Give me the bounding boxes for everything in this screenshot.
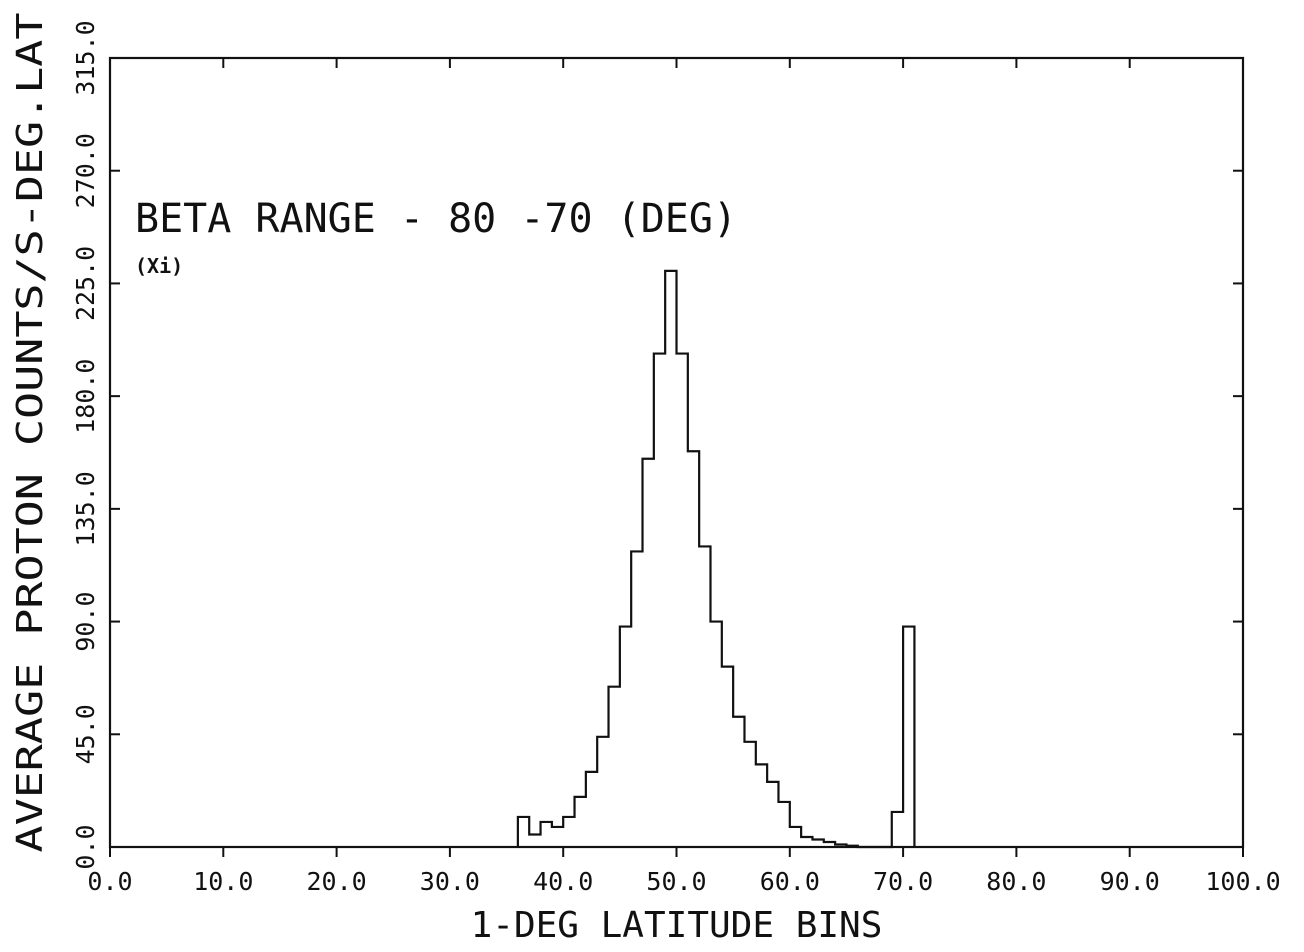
- histogram-bin: [665, 271, 676, 847]
- x-tick-label: 10.0: [193, 867, 253, 896]
- y-tick-label: 180.0: [71, 359, 100, 434]
- histogram-bin: [744, 742, 755, 847]
- histogram-bin: [710, 622, 721, 847]
- x-tick-label: 80.0: [986, 867, 1046, 896]
- x-tick-label: 60.0: [760, 867, 820, 896]
- histogram-bin: [563, 817, 574, 847]
- histogram-bin: [778, 802, 789, 847]
- y-tick-label: 225.0: [71, 246, 100, 321]
- x-tick-label: 20.0: [306, 867, 366, 896]
- histogram-bin: [597, 737, 608, 847]
- histogram-bin: [552, 827, 563, 847]
- histogram-bin: [688, 451, 699, 847]
- y-axis-tick-labels: 0.0 45.0 90.0 135.0 180.0 225.0 270.0 315.0: [71, 20, 100, 869]
- x-axis-ticks: [109, 58, 1244, 857]
- histogram-bin: [790, 827, 801, 847]
- x-tick-label: 30.0: [420, 867, 480, 896]
- plot-frame: [108, 56, 1245, 849]
- y-tick-label: 135.0: [71, 471, 100, 546]
- histogram-bin: [529, 834, 540, 847]
- x-tick-label: 50.0: [646, 867, 706, 896]
- histogram-bin: [620, 627, 631, 847]
- y-axis-title: AVERAGE PROTON COUNTS/S-DEG.LAT: [10, 13, 51, 853]
- histogram-bin: [677, 354, 688, 847]
- histogram-bin: [892, 812, 903, 847]
- histogram-bin: [541, 822, 552, 847]
- y-tick-label: 45.0: [71, 704, 100, 764]
- histogram-bin: [767, 782, 778, 847]
- histogram-bin: [722, 667, 733, 847]
- x-tick-label: 70.0: [873, 867, 933, 896]
- panel-id-annotation: (Xi): [135, 254, 183, 278]
- x-tick-label: 100.0: [1205, 867, 1280, 896]
- histogram-bin: [812, 839, 823, 847]
- histogram-bin: [733, 717, 744, 847]
- histogram-bin: [756, 764, 767, 847]
- histogram-bin: [801, 837, 812, 847]
- histogram-bars: [518, 271, 915, 847]
- histogram-outline: [516, 269, 916, 849]
- histogram-bin: [654, 354, 665, 847]
- y-tick-label: 270.0: [71, 133, 100, 208]
- axes: [108, 56, 1245, 849]
- histogram-bin: [575, 797, 586, 847]
- x-axis-tick-labels: 0.0 10.0 20.0 30.0 40.0 50.0 60.0 70.0 80.0 90.0 1…: [87, 867, 1280, 896]
- y-axis-ticks: [110, 57, 1243, 848]
- histogram-bin: [518, 817, 529, 847]
- y-tick-label: 0.0: [71, 824, 100, 869]
- x-tick-label: 40.0: [533, 867, 593, 896]
- beta-range-annotation: BETA RANGE - 80 -70 (DEG): [135, 196, 737, 242]
- x-tick-label: 0.0: [87, 867, 132, 896]
- histogram-bin: [699, 546, 710, 847]
- histogram-bin: [643, 459, 654, 847]
- histogram-bin: [903, 627, 914, 847]
- y-tick-label: 90.0: [71, 591, 100, 651]
- x-axis-title: 1-DEG LATITUDE BINS: [471, 905, 883, 946]
- x-tick-label: 90.0: [1100, 867, 1160, 896]
- histogram-bin: [586, 772, 597, 847]
- histogram-bin: [609, 687, 620, 847]
- y-tick-label: 315.0: [71, 20, 100, 95]
- histogram-bin: [631, 551, 642, 847]
